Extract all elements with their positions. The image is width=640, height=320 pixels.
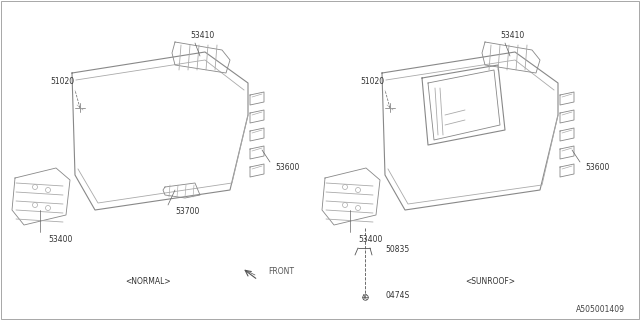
Text: 53400: 53400 [48,236,72,244]
Text: 0474S: 0474S [385,291,409,300]
Text: <NORMAL>: <NORMAL> [125,277,171,286]
Text: 50835: 50835 [385,245,409,254]
Text: A505001409: A505001409 [576,306,625,315]
Text: 53400: 53400 [358,236,382,244]
Text: 51020: 51020 [50,77,74,86]
Text: 51020: 51020 [360,77,384,86]
Text: FRONT: FRONT [268,267,294,276]
Text: 53410: 53410 [500,31,524,41]
Text: 53410: 53410 [190,31,214,41]
Text: 53700: 53700 [175,207,200,217]
Text: <SUNROOF>: <SUNROOF> [465,277,515,286]
Text: 53600: 53600 [275,164,300,172]
Text: 53600: 53600 [585,164,609,172]
